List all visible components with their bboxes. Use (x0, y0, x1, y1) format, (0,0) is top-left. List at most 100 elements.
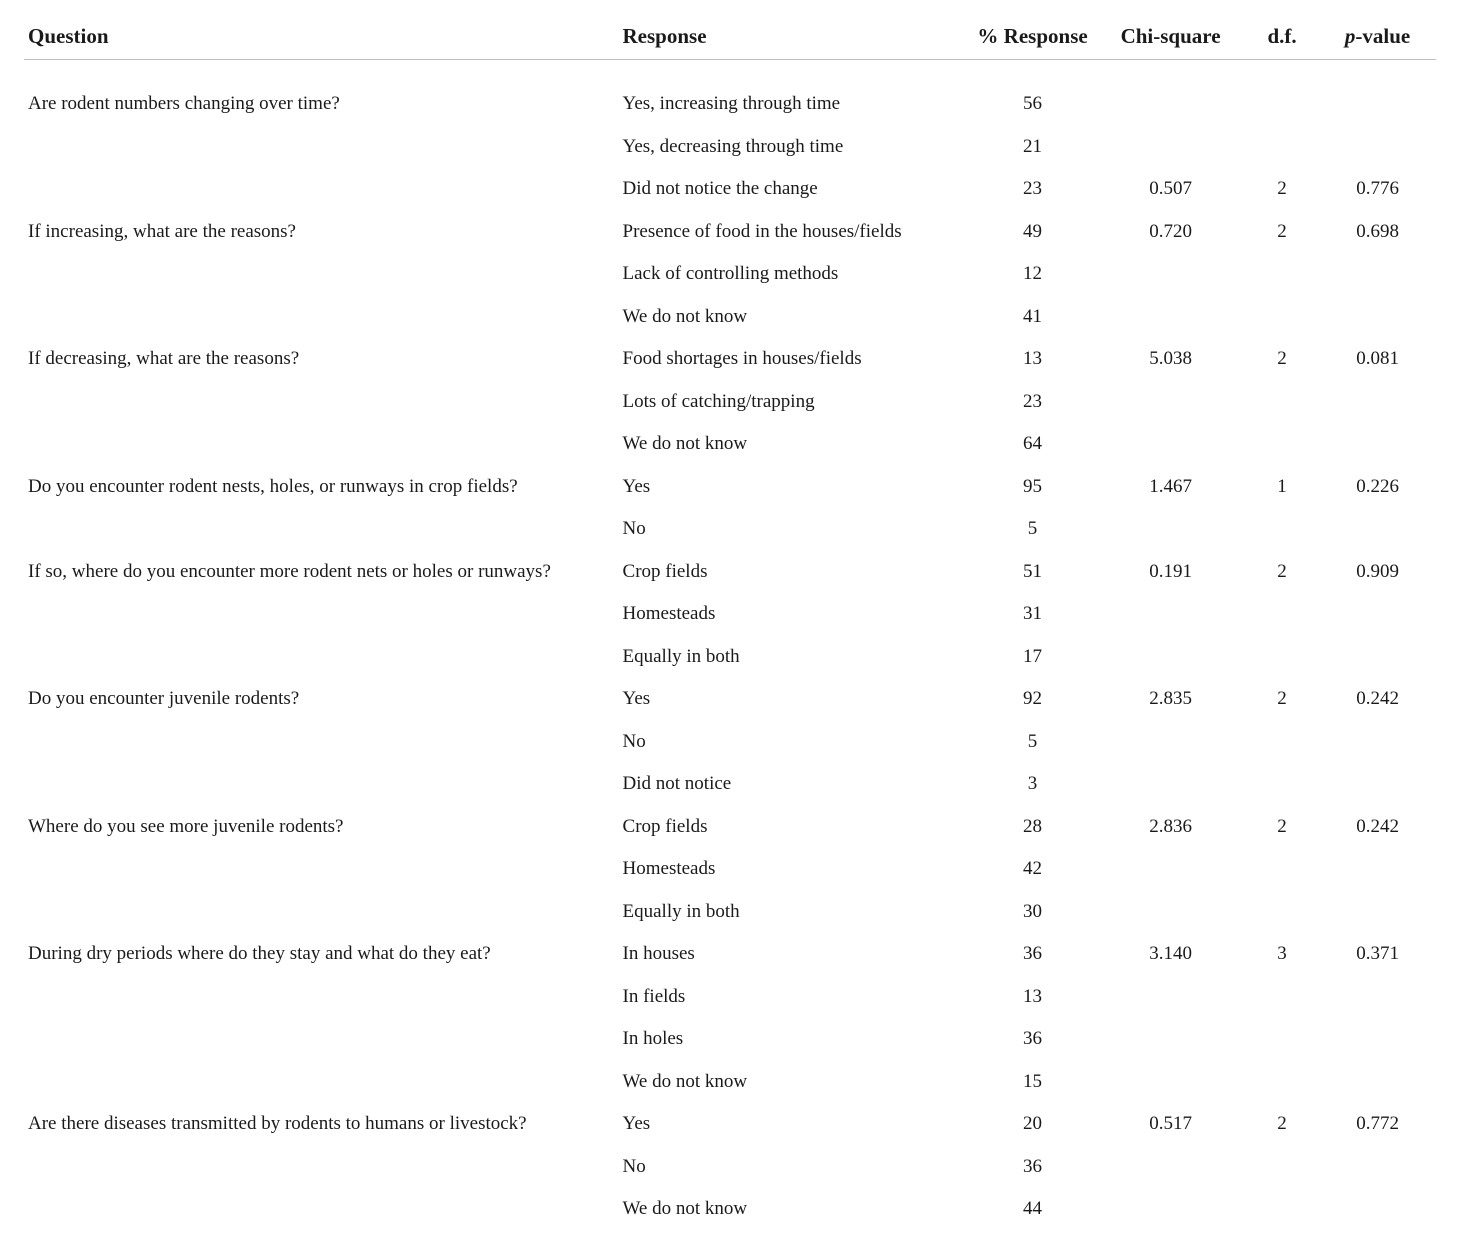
cell-pvalue (1319, 848, 1436, 891)
cell-response: Yes (619, 678, 969, 721)
cell-df (1245, 508, 1319, 551)
cell-pvalue (1319, 891, 1436, 934)
cell-df (1245, 126, 1319, 169)
cell-question (24, 593, 619, 636)
cell-pvalue (1319, 126, 1436, 169)
cell-df (1245, 253, 1319, 296)
cell-chi (1096, 508, 1245, 551)
cell-question (24, 296, 619, 339)
cell-df (1245, 848, 1319, 891)
table-row: Homesteads42 (24, 848, 1436, 891)
cell-pvalue (1319, 381, 1436, 424)
cell-chi (1096, 423, 1245, 466)
cell-df: 2 (1245, 806, 1319, 849)
cell-question (24, 848, 619, 891)
cell-pct: 17 (969, 636, 1096, 679)
cell-df (1245, 1018, 1319, 1061)
cell-pct: 36 (969, 1146, 1096, 1189)
cell-response: In holes (619, 1018, 969, 1061)
cell-response: Equally in both (619, 891, 969, 934)
cell-pvalue: 0.776 (1319, 168, 1436, 211)
cell-question: Where do you see more juvenile rodents? (24, 806, 619, 849)
cell-question (24, 381, 619, 424)
cell-pct: 28 (969, 806, 1096, 849)
cell-chi: 1.467 (1096, 466, 1245, 509)
cell-df (1245, 1188, 1319, 1231)
cell-response: Crop fields (619, 551, 969, 594)
cell-pvalue: 0.909 (1319, 551, 1436, 594)
table-row: We do not know64 (24, 423, 1436, 466)
cell-df (1245, 1061, 1319, 1104)
table-row: If increasing, what are the reasons?Pres… (24, 211, 1436, 254)
cell-pvalue (1319, 636, 1436, 679)
cell-chi (1096, 1018, 1245, 1061)
cell-question (24, 253, 619, 296)
cell-pct: 56 (969, 60, 1096, 126)
col-response: Response (619, 20, 969, 60)
cell-pct: 5 (969, 721, 1096, 764)
cell-response: We do not know (619, 1061, 969, 1104)
cell-df: 1 (1245, 466, 1319, 509)
cell-df: 2 (1245, 211, 1319, 254)
cell-question (24, 891, 619, 934)
cell-pct: 42 (969, 848, 1096, 891)
cell-response: We do not know (619, 423, 969, 466)
cell-response: Homesteads (619, 848, 969, 891)
cell-chi: 0.720 (1096, 211, 1245, 254)
cell-pct: 3 (969, 763, 1096, 806)
cell-response: Food shortages in houses/fields (619, 338, 969, 381)
table-row: No5 (24, 721, 1436, 764)
cell-df (1245, 636, 1319, 679)
cell-pct: 21 (969, 126, 1096, 169)
cell-question (24, 1146, 619, 1189)
cell-question (24, 423, 619, 466)
cell-response: We do not know (619, 1188, 969, 1231)
cell-pct: 5 (969, 508, 1096, 551)
col-chi-square: Chi-square (1096, 20, 1245, 60)
cell-pct: 12 (969, 253, 1096, 296)
cell-question: If so, where do you encounter more roden… (24, 551, 619, 594)
cell-df (1245, 976, 1319, 1019)
cell-pct: 15 (969, 1061, 1096, 1104)
cell-pct: 51 (969, 551, 1096, 594)
table-row: In holes36 (24, 1018, 1436, 1061)
cell-df (1245, 763, 1319, 806)
cell-pct: 31 (969, 593, 1096, 636)
cell-question (24, 1188, 619, 1231)
cell-pvalue (1319, 976, 1436, 1019)
cell-df: 2 (1245, 1103, 1319, 1146)
cell-pvalue (1319, 593, 1436, 636)
cell-response: We do not know (619, 296, 969, 339)
cell-chi (1096, 593, 1245, 636)
cell-df (1245, 381, 1319, 424)
cell-question: If increasing, what are the reasons? (24, 211, 619, 254)
table-body: Are rodent numbers changing over time? Ye… (24, 60, 1436, 1231)
cell-pct: 44 (969, 1188, 1096, 1231)
cell-question (24, 976, 619, 1019)
cell-pvalue (1319, 763, 1436, 806)
cell-chi (1096, 1061, 1245, 1104)
cell-question: Are rodent numbers changing over time? (24, 60, 619, 126)
cell-pvalue (1319, 423, 1436, 466)
table-row: Equally in both17 (24, 636, 1436, 679)
cell-pct: 92 (969, 678, 1096, 721)
table-row: No5 (24, 508, 1436, 551)
cell-pct: 23 (969, 168, 1096, 211)
table-row: Do you encounter rodent nests, holes, or… (24, 466, 1436, 509)
survey-table: Question Response % Response Chi-square … (24, 20, 1436, 1231)
col-pvalue: p-value (1319, 20, 1436, 60)
cell-pvalue (1319, 296, 1436, 339)
table-row: We do not know44 (24, 1188, 1436, 1231)
cell-question: If decreasing, what are the reasons? (24, 338, 619, 381)
cell-question (24, 1061, 619, 1104)
pvalue-suffix: -value (1355, 24, 1410, 48)
cell-pct: 36 (969, 933, 1096, 976)
cell-response: Homesteads (619, 593, 969, 636)
cell-pvalue (1319, 1146, 1436, 1189)
table-row: Did not notice3 (24, 763, 1436, 806)
table-row: Are there diseases transmitted by rodent… (24, 1103, 1436, 1146)
cell-question (24, 721, 619, 764)
cell-response: In fields (619, 976, 969, 1019)
cell-question (24, 1018, 619, 1061)
cell-chi (1096, 763, 1245, 806)
